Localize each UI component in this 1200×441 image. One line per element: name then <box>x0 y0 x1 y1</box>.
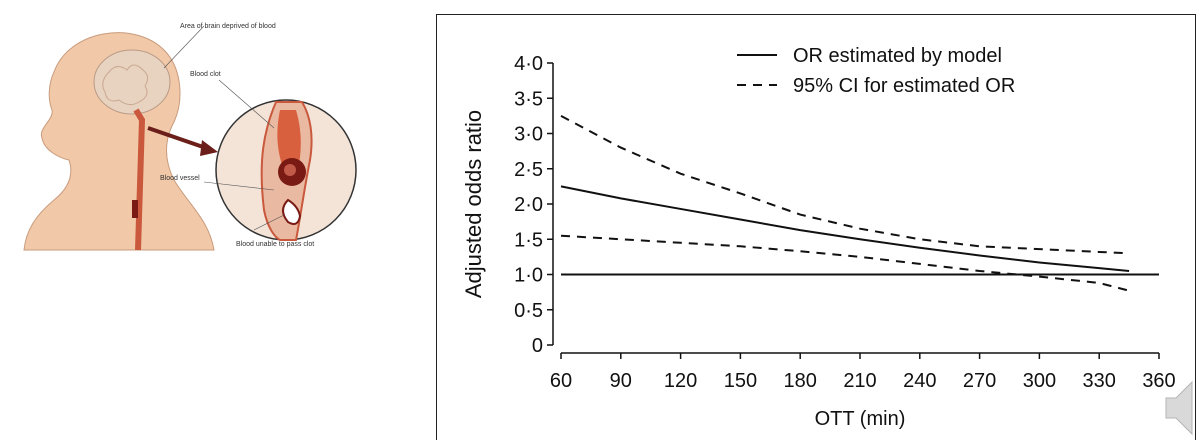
x-tick-label: 60 <box>550 370 572 392</box>
x-tick-label: 150 <box>724 370 757 392</box>
legend-label-or: OR estimated by model <box>793 45 1002 67</box>
x-tick-label: 120 <box>664 370 697 392</box>
y-tick-label: 1·5 <box>514 229 543 251</box>
y-tick-label: 0 <box>532 335 543 357</box>
label-blood-clot: Blood clot <box>190 71 221 78</box>
y-tick-label: 2·0 <box>514 194 543 216</box>
x-tick-label: 90 <box>610 370 632 392</box>
y-tick-label: 1·0 <box>514 265 543 287</box>
label-area-deprived: Area of brain deprived of blood <box>180 23 276 30</box>
y-tick-label: 0·5 <box>514 300 543 322</box>
y-tick-label: 2·5 <box>514 159 543 181</box>
chart-series-layer <box>561 116 1159 291</box>
x-tick-label: 240 <box>903 370 936 392</box>
x-axis-label: OTT (min) <box>815 408 906 430</box>
y-tick-label: 4·0 <box>514 53 543 75</box>
x-tick-label: 210 <box>843 370 876 392</box>
or-series-line <box>561 186 1129 271</box>
chart-legend: OR estimated by model 95% CI for estimate… <box>737 45 1015 97</box>
x-tick-label: 300 <box>1023 370 1056 392</box>
stroke-illustration: Area of brain deprived of blood Blood cl… <box>14 10 376 260</box>
y-axis-label: Adjusted odds ratio <box>461 110 486 298</box>
chart-frame: 0 0·5 1·0 1·5 2·0 2·5 3·0 3·5 4·0 60 90 120 150 180 21… <box>436 14 1196 440</box>
speaker-icon[interactable] <box>1162 376 1200 440</box>
y-tick-label: 3·5 <box>514 88 543 110</box>
y-tick-label: 3·0 <box>514 124 543 146</box>
ci-series-line <box>561 116 1129 253</box>
legend-label-ci: 95% CI for estimated OR <box>793 75 1015 97</box>
label-unable-pass: Blood unable to pass clot <box>236 241 314 248</box>
odds-ratio-chart: 0 0·5 1·0 1·5 2·0 2·5 3·0 3·5 4·0 60 90 120 150 180 21… <box>437 15 1197 441</box>
label-blood-vessel: Blood vessel <box>160 175 200 182</box>
x-tick-label: 180 <box>784 370 817 392</box>
x-tick-label: 270 <box>963 370 996 392</box>
x-tick-label: 330 <box>1083 370 1116 392</box>
chart-axes: 0 0·5 1·0 1·5 2·0 2·5 3·0 3·5 4·0 60 90 120 150 180 21… <box>514 53 1176 392</box>
